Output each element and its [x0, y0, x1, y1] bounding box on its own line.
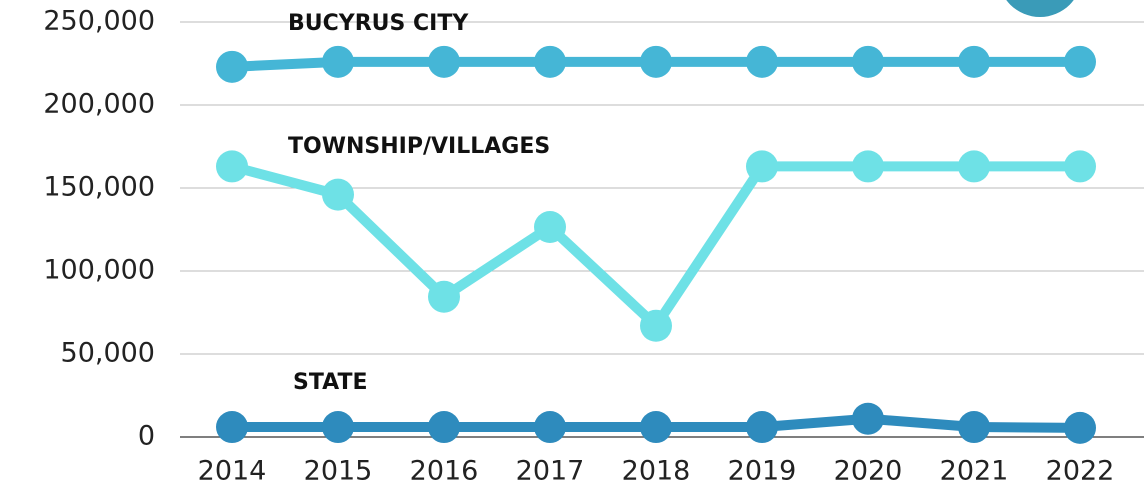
point	[640, 45, 672, 78]
y-tick-label: 50,000	[61, 338, 155, 369]
series-label: BUCYRUS CITY	[288, 11, 469, 36]
x-tick-label: 2018	[622, 456, 691, 487]
point	[428, 280, 460, 313]
x-tick-label: 2021	[940, 456, 1009, 487]
x-tick-label: 2015	[304, 456, 373, 487]
y-tick-label: 0	[138, 421, 155, 452]
y-tick-label: 250,000	[43, 6, 155, 37]
point	[746, 150, 778, 183]
point	[852, 402, 884, 435]
x-tick-label: 2020	[834, 456, 903, 487]
point	[428, 45, 460, 78]
point	[216, 150, 248, 183]
y-tick-label: 150,000	[43, 172, 155, 203]
point	[534, 211, 566, 244]
point	[322, 178, 354, 211]
point	[746, 45, 778, 78]
point	[534, 411, 566, 444]
series-line	[230, 161, 1080, 331]
x-tick-label: 2019	[728, 456, 797, 487]
y-tick-label: 200,000	[43, 89, 155, 120]
point	[1064, 411, 1096, 444]
x-tick-label: 2016	[410, 456, 479, 487]
x-tick-label: 2022	[1046, 456, 1115, 487]
point	[534, 45, 566, 78]
series-label: TOWNSHIP/VILLAGES	[288, 134, 550, 159]
series-label: STATE	[293, 370, 368, 395]
point	[746, 411, 778, 444]
point	[958, 45, 990, 78]
point	[958, 411, 990, 444]
point	[428, 411, 460, 444]
point	[322, 411, 354, 444]
point	[852, 150, 884, 183]
point	[640, 411, 672, 444]
point	[216, 50, 248, 83]
x-tick-label: 2017	[516, 456, 585, 487]
y-tick-label: 100,000	[43, 255, 155, 286]
point	[1064, 45, 1096, 78]
point	[1064, 150, 1096, 183]
point	[322, 45, 354, 78]
point	[216, 411, 248, 444]
point	[640, 309, 672, 342]
point	[852, 45, 884, 78]
decoration	[1006, 0, 1074, 17]
point	[958, 150, 990, 183]
x-tick-label: 2014	[198, 456, 267, 487]
